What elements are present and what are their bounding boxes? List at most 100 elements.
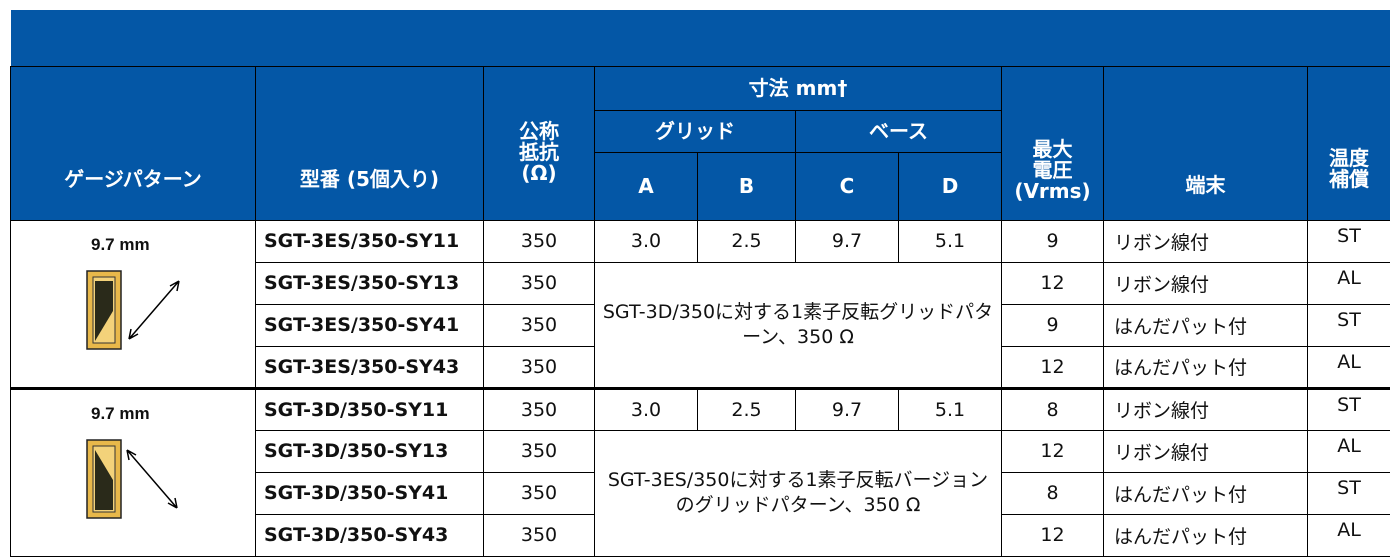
model-cell: SGT-3D/350-SY41 (256, 472, 484, 514)
voltage-cell: 12 (1002, 430, 1104, 472)
resistance-cell: 350 (484, 472, 595, 514)
header-text: D (942, 174, 959, 198)
resistance-text: 350 (521, 230, 557, 252)
voltage-text: 9 (1046, 230, 1058, 252)
header-text: (Ω) (521, 161, 556, 185)
voltage-cell: 9 (1002, 220, 1104, 262)
model-text: SGT-3ES/350-SY11 (264, 230, 459, 252)
header-text: 型番 (5個入り) (300, 167, 439, 191)
header-band (11, 10, 1390, 66)
terminal-text: はんだパット付 (1114, 316, 1247, 338)
header-text: C (840, 174, 855, 198)
terminal-text: はんだパット付 (1114, 357, 1247, 379)
pattern-cell: 9.7 mm (11, 388, 256, 556)
header-cell: ゲージパターン (11, 66, 256, 220)
dimension-text: 3.0 (631, 399, 661, 421)
dimension-cell: 5.1 (899, 388, 1002, 430)
header-cell: ベース (796, 110, 1002, 152)
resistance-text: 350 (521, 314, 557, 336)
model-cell: SGT-3ES/350-SY11 (256, 220, 484, 262)
terminal-cell: リボン線付 (1104, 262, 1308, 304)
pattern-label-text: 9.7 mm (91, 235, 150, 254)
header-cell: A (595, 152, 698, 220)
compensation-text: AL (1337, 435, 1361, 457)
header-cell: 寸法 mm† (595, 66, 1002, 110)
terminal-text: はんだパット付 (1114, 526, 1247, 548)
note-text: SGT-3ES/350に対する1素子反転バージョンのグリッドパターン、350 Ω (608, 469, 988, 516)
pattern-label: 9.7 mm (11, 221, 255, 255)
compensation-text: AL (1337, 351, 1361, 373)
header-cell: グリッド (595, 110, 796, 152)
header-cell: 型番 (5個入り) (256, 66, 484, 220)
dimension-text: 9.7 (832, 399, 862, 421)
model-cell: SGT-3ES/350-SY43 (256, 346, 484, 388)
terminal-cell: はんだパット付 (1104, 346, 1308, 388)
table-row: 9.7 mm SGT-3D/350-SY11 350 3.0 2.5 9.7 5.1 8 リボン… (11, 388, 1390, 430)
pattern-label-text: 9.7 mm (91, 404, 150, 423)
spec-table: ゲージパターン型番 (5個入り)公称抵抗(Ω)寸法 mm†最大電圧(Vrms)端… (10, 10, 1390, 557)
resistance-cell: 350 (484, 430, 595, 472)
model-cell: SGT-3D/350-SY43 (256, 514, 484, 556)
dimension-cell: 2.5 (698, 220, 796, 262)
voltage-cell: 8 (1002, 472, 1104, 514)
dimension-text: 2.5 (731, 230, 761, 252)
header-cell: D (899, 152, 1002, 220)
pattern-label: 9.7 mm (11, 390, 255, 424)
resistance-text: 350 (521, 440, 557, 462)
model-text: SGT-3D/350-SY13 (264, 440, 448, 462)
resistance-text: 350 (521, 399, 557, 421)
compensation-cell: ST (1308, 472, 1390, 514)
model-text: SGT-3D/350-SY43 (264, 524, 448, 546)
dimension-text: 2.5 (731, 399, 761, 421)
voltage-cell: 8 (1002, 388, 1104, 430)
model-cell: SGT-3D/350-SY11 (256, 388, 484, 430)
header-text: ベース (869, 119, 928, 143)
voltage-cell: 12 (1002, 346, 1104, 388)
dimension-text: 5.1 (935, 230, 965, 252)
header-text: 補償 (1329, 167, 1369, 191)
header-cell: C (796, 152, 899, 220)
table-header: ゲージパターン型番 (5個入り)公称抵抗(Ω)寸法 mm†最大電圧(Vrms)端… (11, 10, 1390, 220)
model-text: SGT-3ES/350-SY41 (264, 314, 459, 336)
compensation-cell: ST (1308, 304, 1390, 346)
dimension-cell: 5.1 (899, 220, 1002, 262)
resistance-cell: 350 (484, 388, 595, 430)
dimension-cell: 9.7 (796, 220, 899, 262)
voltage-text: 8 (1046, 482, 1058, 504)
terminal-cell: リボン線付 (1104, 220, 1308, 262)
voltage-text: 12 (1040, 356, 1064, 378)
voltage-cell: 12 (1002, 262, 1104, 304)
compensation-cell: AL (1308, 346, 1390, 388)
resistance-cell: 350 (484, 346, 595, 388)
gauge-icon (69, 261, 199, 351)
terminal-cell: はんだパット付 (1104, 472, 1308, 514)
model-text: SGT-3D/350-SY11 (264, 399, 448, 421)
header-text: (Vrms) (1014, 179, 1090, 203)
resistance-cell: 350 (484, 262, 595, 304)
header-text: 寸法 mm† (749, 76, 848, 100)
resistance-cell: 350 (484, 514, 595, 556)
resistance-text: 350 (521, 272, 557, 294)
dimension-cell: 3.0 (595, 388, 698, 430)
model-text: SGT-3ES/350-SY43 (264, 356, 459, 378)
pattern-cell: 9.7 mm (11, 220, 256, 388)
header-text: A (638, 174, 653, 198)
terminal-cell: はんだパット付 (1104, 514, 1308, 556)
header-text: 端末 (1186, 173, 1226, 197)
terminal-text: リボン線付 (1114, 232, 1209, 254)
voltage-text: 8 (1046, 399, 1058, 421)
header-cell: 温度補償 (1308, 66, 1390, 220)
band-cell (11, 10, 1390, 66)
header-cell: 最大電圧(Vrms) (1002, 66, 1104, 220)
terminal-cell: はんだパット付 (1104, 304, 1308, 346)
compensation-cell: AL (1308, 262, 1390, 304)
compensation-text: ST (1337, 394, 1361, 416)
compensation-text: ST (1337, 225, 1361, 247)
voltage-cell: 9 (1002, 304, 1104, 346)
dimension-cell: 3.0 (595, 220, 698, 262)
dimension-cell: 2.5 (698, 388, 796, 430)
terminal-cell: リボン線付 (1104, 388, 1308, 430)
dimension-text: 9.7 (832, 230, 862, 252)
resistance-cell: 350 (484, 220, 595, 262)
voltage-cell: 12 (1002, 514, 1104, 556)
